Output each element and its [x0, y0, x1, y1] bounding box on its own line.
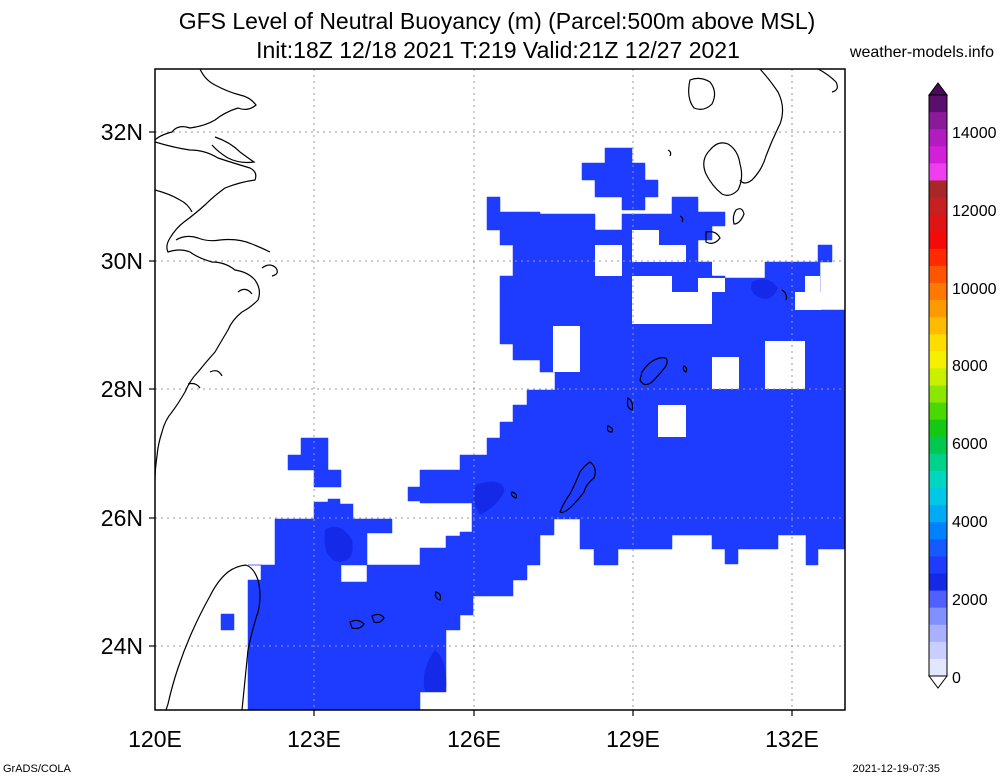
lat-label: 30N	[101, 248, 143, 274]
colorbar-swatch	[929, 351, 947, 370]
colorbar-swatch	[929, 214, 947, 233]
field-gaps	[553, 230, 821, 437]
colorbar-swatch	[929, 231, 947, 250]
colorbar-swatch	[929, 590, 947, 609]
colorbar-swatch	[929, 470, 947, 489]
colorbar-swatch	[929, 334, 947, 352]
colorbar-frame	[928, 94, 948, 677]
colorbar-swatch	[929, 385, 947, 404]
colorbar-swatch	[929, 317, 947, 335]
colorbar-swatch	[929, 658, 947, 677]
colorbar: 14000 12000 10000 8000 6000 4000 2000 0	[928, 82, 997, 689]
field-dark-shades	[324, 279, 778, 692]
chart-subtitle: Init:18Z 12/18 2021 T:219 Valid:21Z 12/2…	[256, 37, 740, 63]
colorbar-label: 8000	[952, 358, 988, 375]
colorbar-label: 2000	[952, 592, 988, 609]
lon-label: 120E	[128, 726, 182, 752]
colorbar-swatch	[929, 402, 947, 421]
colorbar-swatch	[929, 522, 947, 540]
colorbar-label: 0	[952, 670, 961, 687]
colorbar-swatch	[929, 641, 947, 660]
buoyancy-field	[220, 147, 845, 710]
colorbar-swatch	[929, 539, 947, 557]
colorbar-swatch	[929, 112, 947, 130]
colorbar-swatch	[929, 129, 947, 147]
colorbar-swatch	[929, 505, 947, 523]
colorbar-swatch	[929, 163, 947, 182]
colorbar-label: 6000	[952, 436, 988, 453]
colorbar-swatch	[929, 573, 947, 592]
axis-ticks	[149, 131, 793, 716]
colorbar-swatch	[929, 624, 947, 643]
colorbar-swatch	[929, 282, 947, 301]
chart-title: GFS Level of Neutral Buoyancy (m) (Parce…	[178, 8, 816, 34]
colorbar-swatch	[929, 453, 947, 472]
colorbar-label: 12000	[952, 203, 997, 220]
colorbar-swatch	[929, 95, 947, 113]
colorbar-swatch	[929, 265, 947, 284]
colorbar-swatch	[929, 300, 947, 318]
colorbar-swatch	[929, 368, 947, 387]
colorbar-swatch	[929, 419, 947, 438]
colorbar-swatch	[929, 556, 947, 575]
coast-miyako	[349, 619, 365, 630]
colorbar-bottom-arrow	[928, 675, 948, 689]
lat-label: 26N	[101, 505, 143, 531]
colorbar-swatch	[929, 436, 947, 455]
colorbar-swatch	[929, 180, 947, 199]
graticule	[155, 69, 845, 710]
colorbar-label: 14000	[952, 125, 997, 142]
lon-labels: 120E 123E 126E 129E 132E	[128, 726, 819, 752]
coast-ryukyu-okinawa	[559, 461, 596, 513]
colorbar-swatch	[929, 607, 947, 626]
colorbar-label: 4000	[952, 514, 988, 531]
colorbar-swatch	[929, 197, 947, 216]
lat-label: 28N	[101, 376, 143, 402]
coast-taiwan	[165, 564, 261, 710]
lon-label: 132E	[765, 726, 819, 752]
colorbar-swatch	[929, 248, 947, 267]
coast-amami	[639, 357, 668, 386]
source-site: weather-models.info	[849, 44, 994, 61]
lat-labels: 32N 30N 28N 26N 24N	[101, 119, 143, 659]
coast-kyushu	[703, 142, 743, 196]
coast-china	[155, 69, 261, 481]
lon-label: 129E	[606, 726, 660, 752]
field-region-west-spur	[287, 437, 342, 488]
lon-label: 126E	[447, 726, 501, 752]
colorbar-top-arrow	[928, 82, 948, 96]
colorbar-swatch	[929, 146, 947, 164]
lat-label: 24N	[101, 633, 143, 659]
colorbar-swatch	[929, 488, 947, 506]
coastlines	[155, 69, 838, 710]
field-region-main	[247, 196, 845, 710]
field-region-northeast	[581, 147, 659, 211]
lon-label: 123E	[287, 726, 341, 752]
footer-credit: GrADS/COLA	[3, 763, 71, 775]
colorbar-label: 10000	[952, 281, 997, 298]
field-cell-small	[220, 613, 235, 631]
lat-label: 32N	[101, 119, 143, 145]
footer-timestamp: 2021-12-19-07:35	[852, 763, 940, 775]
